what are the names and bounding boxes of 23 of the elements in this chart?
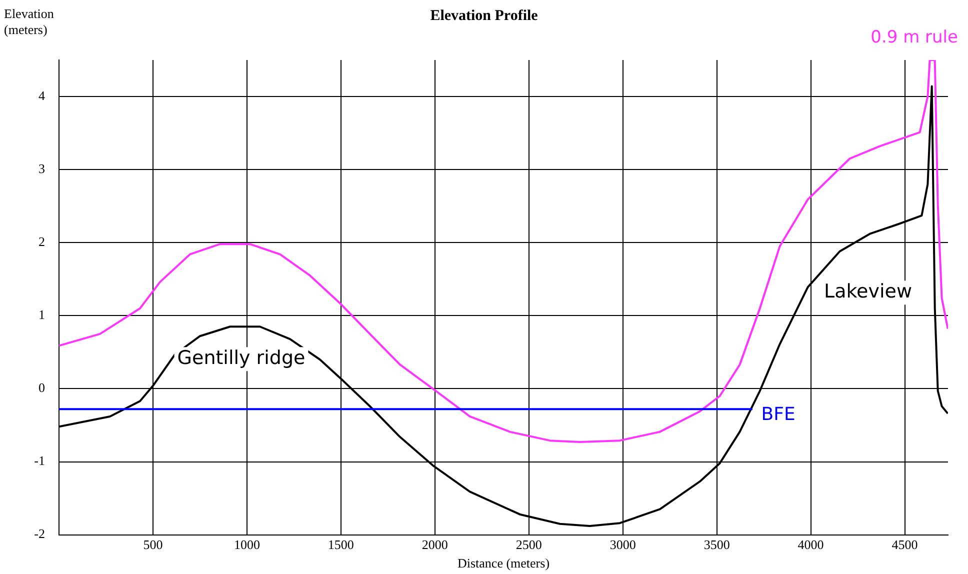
annotation: Gentilly ridge [177, 347, 306, 370]
x-tick-label: 1500 [328, 537, 354, 552]
x-tick-label: 1000 [234, 537, 260, 552]
y-tick-label: -1 [34, 453, 45, 468]
y-tick-label: 0 [38, 380, 45, 396]
y-tick-label: 2 [38, 234, 45, 250]
x-tick-label: 4500 [892, 537, 918, 552]
x-tick-label: 3500 [704, 537, 730, 552]
y-tick-label: 3 [38, 160, 45, 176]
x-tick-label: 4000 [798, 537, 824, 552]
annotation: Lakeview [824, 280, 912, 303]
y-tick-label: -2 [34, 526, 45, 542]
x-tick-label: 500 [143, 537, 163, 552]
y-tick-label: 1 [38, 307, 45, 322]
x-tick-label: 2000 [422, 537, 448, 552]
x-tick-label: 2500 [516, 537, 542, 552]
y-tick-label: 4 [38, 88, 46, 103]
x-axis-title: Distance (meters) [457, 556, 550, 571]
y-axis-title: Elevation (meters) [4, 6, 55, 38]
chart-title: Elevation Profile [430, 8, 538, 24]
ref-line-label: BFE [761, 404, 796, 425]
x-tick-label: 3000 [610, 537, 636, 552]
series-label: 0.9 m rule [870, 27, 958, 48]
